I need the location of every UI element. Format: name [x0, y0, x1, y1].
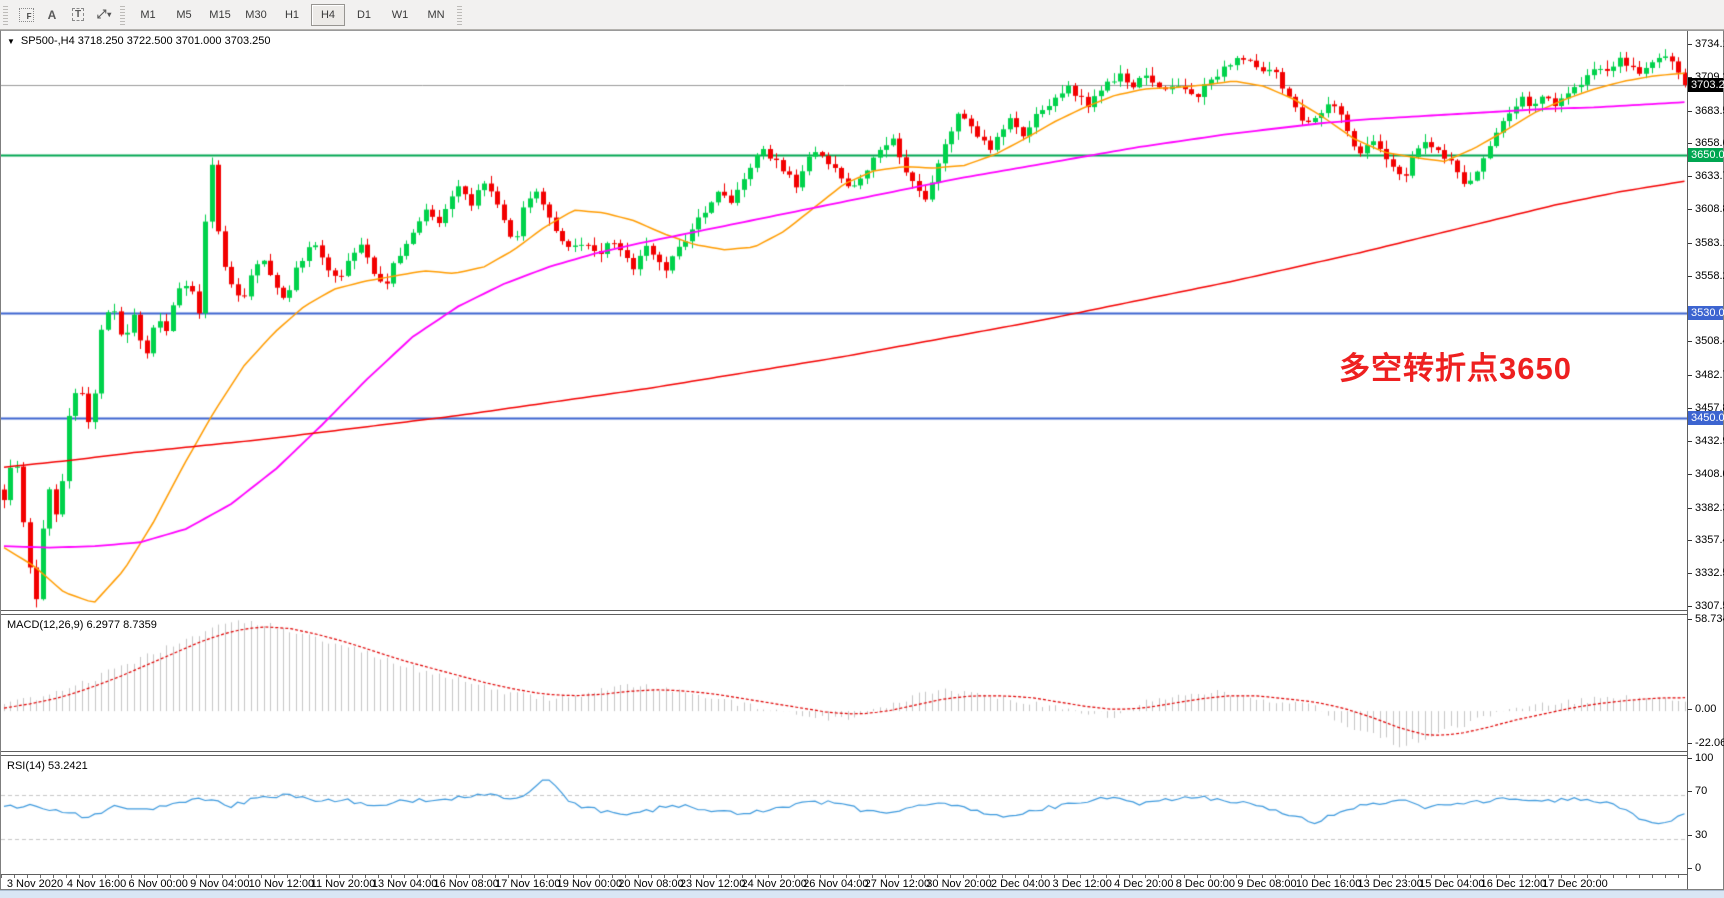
- chart-title: ▼ SP500-,H4 3718.250 3722.500 3701.000 3…: [7, 35, 270, 47]
- time-axis-label: 16 Nov 08:00: [433, 878, 499, 890]
- macd-pane: MACD(12,26,9) 6.2977 8.7359: [1, 615, 1688, 751]
- price-tick-label: 3482.745: [1688, 369, 1724, 382]
- macd-scale-label: 0.00: [1688, 703, 1716, 716]
- time-axis-label: 4 Dec 20:00: [1114, 878, 1174, 890]
- timeframe-button-M30[interactable]: M30: [245, 8, 267, 21]
- price-tick-label: 3734.160: [1688, 38, 1724, 51]
- chart-grid-icon[interactable]: F: [14, 4, 38, 26]
- price-tick-label: 3558.245: [1688, 270, 1724, 283]
- price-tick-label: 3332.500: [1688, 567, 1724, 580]
- price-axis[interactable]: 3734.1603709.2453683.5753658.6603633.745…: [1687, 31, 1724, 889]
- price-line-badge: 3530.000: [1688, 305, 1724, 320]
- time-axis-label: 17 Nov 16:00: [495, 878, 561, 890]
- time-axis-label: 30 Nov 20:00: [926, 878, 992, 890]
- timeframe-button-MN[interactable]: MN: [427, 8, 445, 21]
- text-annotation-icon[interactable]: A: [47, 7, 57, 22]
- time-axis-label: 3 Dec 12:00: [1052, 878, 1112, 890]
- rsi-scale-label: 70: [1688, 785, 1707, 798]
- status-bar: [0, 890, 1724, 898]
- timeframe-button-D1[interactable]: D1: [356, 8, 372, 21]
- timeframe-button-M1[interactable]: M1: [140, 8, 156, 21]
- time-axis-label: 24 Nov 20:00: [741, 878, 807, 890]
- time-axis-label: 4 Nov 16:00: [66, 878, 127, 890]
- toolbar-grip[interactable]: [3, 4, 8, 25]
- timeframe-button-H1[interactable]: H1: [284, 8, 300, 21]
- time-axis-label: 3 Nov 2020: [6, 878, 64, 890]
- time-axis-label: 10 Dec 16:00: [1295, 878, 1362, 890]
- chart-annotation-text[interactable]: 多空转折点3650: [1339, 351, 1572, 386]
- time-axis-label: 20 Nov 08:00: [618, 878, 684, 890]
- rsi-label: RSI(14) 53.2421: [7, 760, 88, 772]
- time-axis-label: 17 Dec 20:00: [1542, 878, 1608, 890]
- time-axis-label: 9 Nov 04:00: [190, 878, 250, 890]
- macd-canvas[interactable]: [1, 615, 1688, 751]
- price-tick-label: 3583.160: [1688, 237, 1724, 250]
- time-axis-label: 13 Dec 23:00: [1357, 878, 1423, 890]
- price-tick-label: 3457.830: [1688, 402, 1724, 415]
- timeframe-button-M15[interactable]: M15: [209, 8, 231, 21]
- time-axis-label: 19 Nov 00:00: [556, 878, 623, 890]
- time-axis-label: 13 Nov 04:00: [371, 878, 438, 890]
- pane-separator-2[interactable]: [1, 751, 1688, 756]
- main-toolbar: F A T ⤢ ▾ M1 M5 M15 M30 H1 H4 D1 W1 MN: [0, 0, 1724, 30]
- main-chart-canvas[interactable]: [1, 31, 1688, 610]
- toolbar-grip-2[interactable]: [120, 4, 125, 25]
- rsi-pane: RSI(14) 53.2421: [1, 756, 1688, 878]
- chart-title-text: SP500-,H4 3718.250 3722.500 3701.000 370…: [20, 35, 271, 47]
- toolbar-grip-3[interactable]: [457, 4, 462, 25]
- chart-menu-arrow-icon[interactable]: ▼: [7, 36, 15, 46]
- rsi-canvas[interactable]: [1, 756, 1688, 878]
- main-price-pane: ▼ SP500-,H4 3718.250 3722.500 3701.000 3…: [1, 31, 1688, 610]
- price-tick-label: 3633.745: [1688, 170, 1724, 183]
- textbox-tool-icon[interactable]: T: [66, 4, 90, 26]
- price-tick-label: 3608.830: [1688, 203, 1724, 216]
- price-line-badge: 3703.250: [1688, 77, 1724, 92]
- price-tick-label: 3432.915: [1688, 435, 1724, 448]
- price-line-badge: 3450.000: [1688, 411, 1724, 426]
- price-tick-label: 3683.575: [1688, 105, 1724, 118]
- time-axis-label: 6 Nov 00:00: [128, 878, 188, 890]
- timeframe-button-M5[interactable]: M5: [176, 8, 192, 21]
- timeframe-button-W1[interactable]: W1: [391, 8, 409, 21]
- macd-scale-label: 58.7348: [1688, 613, 1724, 626]
- price-tick-label: 3508.415: [1688, 335, 1724, 348]
- macd-scale-label: -22.0675: [1688, 737, 1724, 750]
- time-axis-label: 26 Nov 04:00: [803, 878, 869, 890]
- price-line-badge: 3650.000: [1688, 147, 1724, 162]
- price-tick-label: 3658.660: [1688, 137, 1724, 150]
- macd-label: MACD(12,26,9) 6.2977 8.7359: [7, 619, 157, 631]
- time-axis-label: 10 Nov 12:00: [248, 878, 315, 890]
- time-axis-label: 16 Dec 12:00: [1480, 878, 1547, 890]
- timeframe-button-H4[interactable]: H4: [311, 3, 345, 26]
- rsi-scale-label: 0: [1688, 862, 1701, 875]
- time-axis-label: 11 Nov 20:00: [310, 878, 376, 890]
- time-axis-label: 27 Nov 12:00: [864, 878, 931, 890]
- time-axis-label: 8 Dec 00:00: [1175, 878, 1236, 890]
- chart-window: ▼ SP500-,H4 3718.250 3722.500 3701.000 3…: [0, 30, 1724, 890]
- price-tick-label: 3408.000: [1688, 468, 1724, 481]
- rsi-scale-label: 30: [1688, 829, 1707, 842]
- dropdown-caret-icon[interactable]: ▾: [107, 10, 112, 19]
- rsi-scale-label: 100: [1688, 752, 1713, 765]
- time-axis-label: 15 Dec 04:00: [1419, 878, 1485, 890]
- time-axis[interactable]: 3 Nov 2020 4 Nov 16:00 6 Nov 00:00 9 Nov 04…: [1, 874, 1688, 890]
- price-tick-label: 3382.330: [1688, 502, 1724, 515]
- time-axis-label: 23 Nov 12:00: [679, 878, 746, 890]
- price-tick-label: 3357.415: [1688, 534, 1724, 547]
- time-axis-label: 2 Dec 04:00: [990, 878, 1051, 890]
- arrow-objects-icon[interactable]: ⤢ ▾: [96, 7, 112, 21]
- time-axis-label: 9 Dec 08:00: [1237, 878, 1297, 890]
- pane-separator[interactable]: [1, 610, 1688, 615]
- price-tick-label: 3307.585: [1688, 600, 1724, 613]
